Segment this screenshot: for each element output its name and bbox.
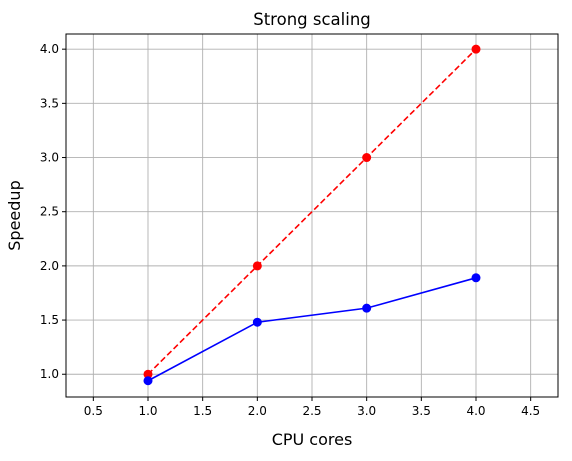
x-tick-label: 0.5 — [84, 404, 103, 418]
x-tick-label: 1.5 — [193, 404, 212, 418]
series-layer — [143, 44, 481, 386]
series-line-2 — [147, 277, 477, 382]
series-2-point — [362, 303, 372, 313]
series-2-point — [143, 376, 153, 386]
y-tick-label: 1.0 — [40, 367, 59, 381]
x-tick-label: 4.0 — [466, 404, 485, 418]
grid — [66, 34, 558, 397]
series-1-point — [143, 369, 153, 379]
series-line-1 — [147, 48, 477, 375]
x-axis-label: CPU cores — [272, 430, 353, 449]
y-tick-label: 2.0 — [40, 259, 59, 273]
y-axis-label: Speedup — [5, 180, 24, 250]
ticks: 0.5 1.0 1.5 2.0 2.5 3.0 3.5 4.0 4.5 1.0 1.5 2.0 2.5 3… — [40, 42, 540, 418]
y-tick-label: 2.5 — [40, 205, 59, 219]
x-tick-label: 3.0 — [357, 404, 376, 418]
series-1-point — [471, 44, 481, 54]
y-tick-label: 4.0 — [40, 42, 59, 56]
series-1-point — [252, 261, 262, 271]
x-tick-label: 1.0 — [138, 404, 157, 418]
y-tick-label: 3.0 — [40, 151, 59, 165]
series-2-point — [471, 273, 481, 283]
series-1-point — [362, 153, 372, 163]
series-2-point — [252, 317, 262, 327]
x-tick-label: 4.5 — [521, 404, 540, 418]
chart-title: Strong scaling — [253, 10, 371, 29]
x-tick-label: 3.5 — [412, 404, 431, 418]
y-tick-label: 1.5 — [40, 313, 59, 327]
x-tick-label: 2.5 — [302, 404, 321, 418]
x-tick-label: 2.0 — [248, 404, 267, 418]
y-tick-label: 3.5 — [40, 96, 59, 110]
